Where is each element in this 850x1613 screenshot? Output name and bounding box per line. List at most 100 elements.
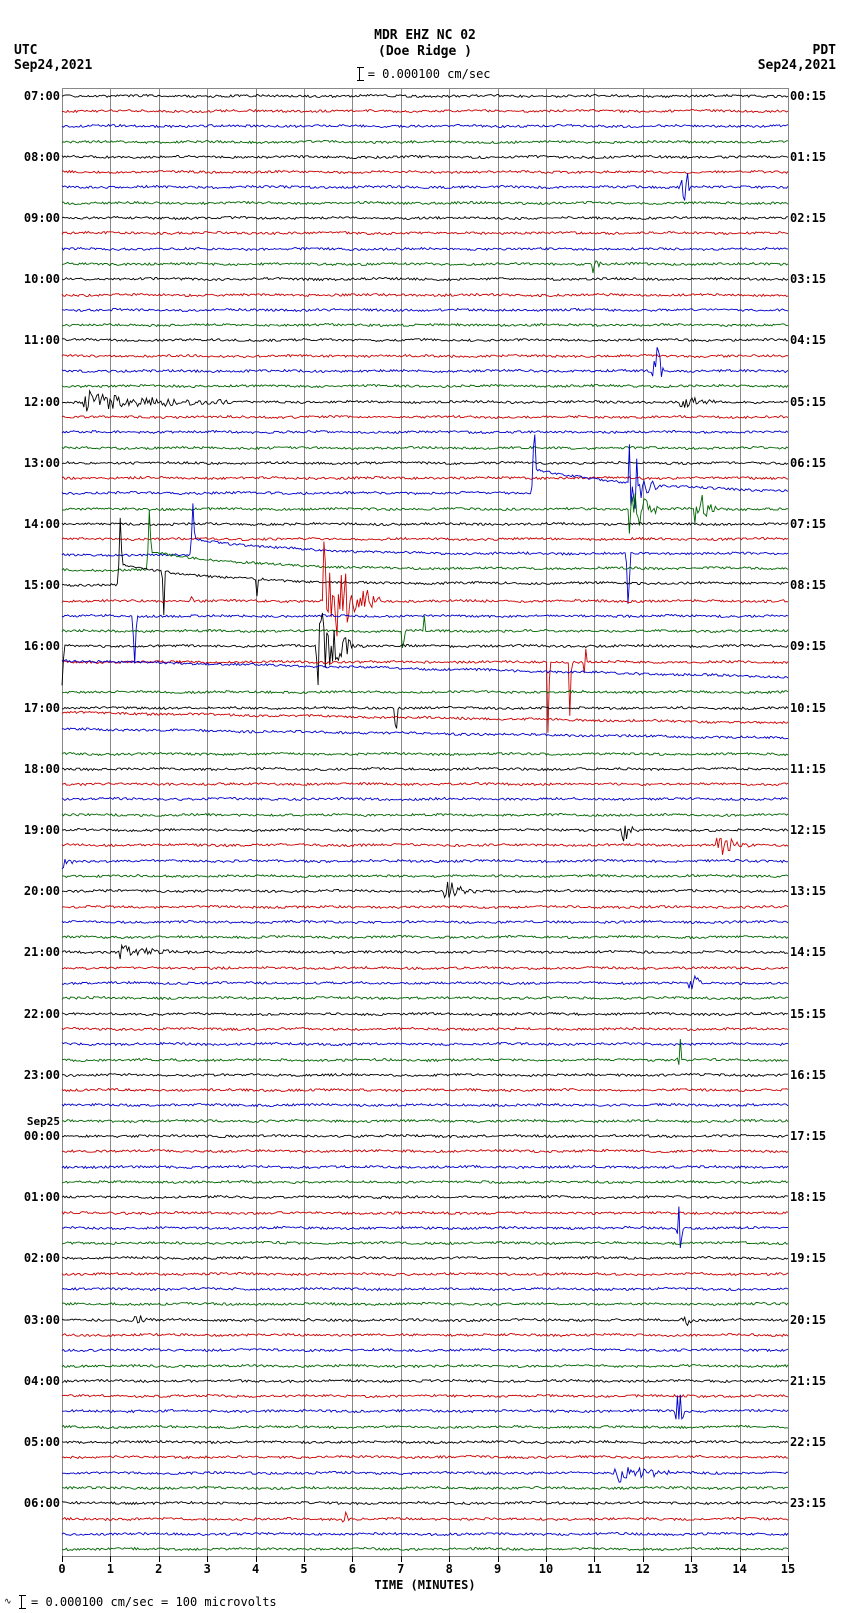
seismic-trace [62,1503,788,1504]
utc-time-label: 15:00 [0,578,60,592]
seismic-trace [62,754,788,755]
pdt-time-label: 09:15 [790,639,850,653]
x-tick-label: 9 [488,1562,508,1576]
seismic-trace [62,1197,788,1198]
seismic-trace [62,1014,788,1015]
seismic-trace [62,1473,788,1474]
seismic-trace [62,203,788,204]
seismic-trace [62,157,788,158]
seismic-trace [62,172,788,173]
seismic-trace [62,1258,788,1259]
seismic-trace [62,386,788,387]
seismic-trace [62,784,788,785]
seismic-trace [62,1029,788,1030]
seismic-trace [62,448,788,449]
seismic-trace [62,1060,788,1061]
seismic-trace [62,769,788,770]
plot-area [62,88,788,1556]
seismic-trace [62,1136,788,1137]
seismic-trace [62,1396,788,1397]
x-axis-label: TIME (MINUTES) [0,1578,850,1592]
utc-time-label: 05:00 [0,1435,60,1449]
utc-time-label: 20:00 [0,884,60,898]
seismic-trace [62,646,788,647]
utc-time-label: 09:00 [0,211,60,225]
utc-time-label: 08:00 [0,150,60,164]
utc-time-label: 14:00 [0,517,60,531]
seismic-trace [62,1090,788,1091]
seismogram-container: MDR EHZ NC 02 (Doe Ridge ) = 0.000100 cm… [0,0,850,1613]
pdt-time-label: 01:15 [790,150,850,164]
seismic-trace [62,340,788,341]
x-tick-label: 11 [584,1562,604,1576]
seismic-trace [62,922,788,923]
seismic-trace [62,692,788,693]
seismic-trace [62,402,788,403]
seismic-trace [62,356,788,357]
seismic-trace [62,432,788,433]
seismic-trace [62,218,788,219]
seismic-trace [62,937,788,938]
footer-text: = 0.000100 cm/sec = 100 microvolts [31,1595,277,1609]
x-tick-label: 6 [342,1562,362,1576]
timezone-right: PDT [813,43,836,58]
seismic-trace [62,876,788,877]
utc-time-label: 22:00 [0,1007,60,1021]
seismic-trace [62,1105,788,1106]
pdt-time-label: 23:15 [790,1496,850,1510]
pdt-time-label: 00:15 [790,89,850,103]
seismic-trace [62,677,788,678]
seismic-trace [62,723,788,724]
utc-time-label: 02:00 [0,1251,60,1265]
seismic-trace [62,815,788,816]
pdt-time-label: 10:15 [790,701,850,715]
seismic-trace [62,478,788,479]
seismic-trace [62,1442,788,1443]
seismic-trace [62,111,788,112]
pdt-time-label: 14:15 [790,945,850,959]
seismic-trace [62,998,788,999]
x-tick-label: 3 [197,1562,217,1576]
utc-time-label: 23:00 [0,1068,60,1082]
seismic-trace [62,264,788,265]
seismic-trace [62,907,788,908]
seismic-trace [62,1044,788,1045]
x-tick-label: 13 [681,1562,701,1576]
seismic-trace [62,570,788,571]
seismic-trace [62,233,788,234]
x-tick-label: 12 [633,1562,653,1576]
utc-time-label: 11:00 [0,333,60,347]
pdt-time-label: 11:15 [790,762,850,776]
x-tick-label: 1 [100,1562,120,1576]
pdt-time-label: 15:15 [790,1007,850,1021]
pdt-time-label: 17:15 [790,1129,850,1143]
seismic-trace [62,1366,788,1367]
seismic-trace [62,585,788,586]
seismic-trace [62,295,788,296]
x-tick-label: 14 [730,1562,750,1576]
seismic-trace [62,601,788,602]
utc-time-label: 16:00 [0,639,60,653]
utc-time-label: 12:00 [0,395,60,409]
pdt-time-label: 08:15 [790,578,850,592]
seismic-trace [62,952,788,953]
seismic-trace [62,96,788,97]
seismic-trace [62,539,788,540]
seismic-trace [62,1320,788,1321]
seismic-trace [62,845,788,846]
seismic-trace [62,1243,788,1244]
pdt-time-label: 07:15 [790,517,850,531]
utc-time-label: 00:00 [0,1129,60,1143]
seismic-trace [62,1488,788,1489]
pdt-time-label: 12:15 [790,823,850,837]
x-tick-label: 5 [294,1562,314,1576]
utc-time-label: 01:00 [0,1190,60,1204]
seismic-trace [62,1121,788,1122]
seismic-trace [62,738,788,739]
x-tick-label: 4 [246,1562,266,1576]
utc-time-label: 17:00 [0,701,60,715]
seismic-trace [62,1350,788,1351]
seismic-trace [62,861,788,862]
date-break-label: Sep25 [0,1115,60,1128]
seismic-trace [62,830,788,831]
